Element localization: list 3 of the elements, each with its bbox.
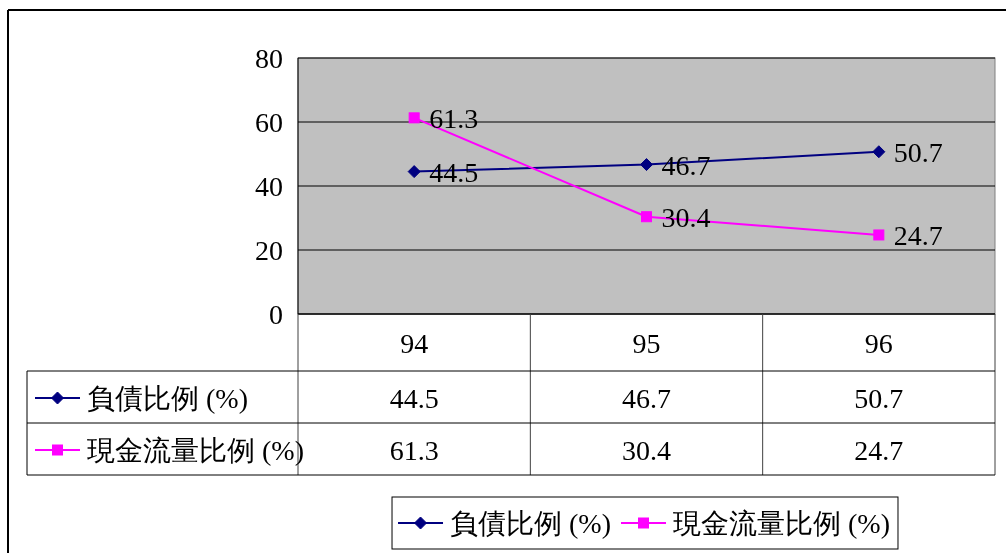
annotation: 50.7 bbox=[893, 136, 943, 168]
annotation: 61.3 bbox=[429, 102, 479, 134]
annotation: 24.7 bbox=[893, 219, 943, 251]
